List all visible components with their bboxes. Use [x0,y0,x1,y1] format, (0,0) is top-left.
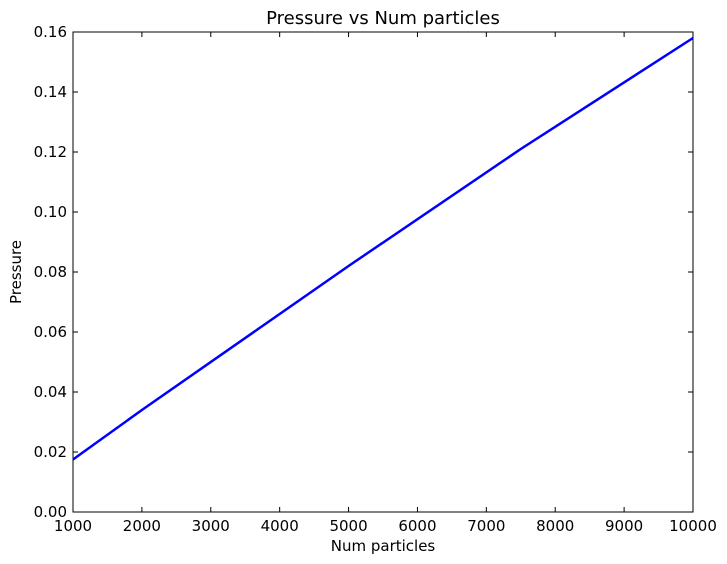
x-tick-label: 9000 [605,517,643,535]
x-tick-label: 2000 [123,517,161,535]
chart-title: Pressure vs Num particles [266,8,500,29]
y-tick-label: 0.12 [34,143,67,161]
x-tick-label: 8000 [536,517,574,535]
x-tick-label: 3000 [192,517,230,535]
y-tick-label: 0.04 [34,383,67,401]
series-layer [72,36,694,461]
y-tick-label: 0.10 [34,203,67,221]
y-tick-label: 0.06 [34,323,67,341]
x-axis-ticks: 1000 2000 3000 4000 5000 6000 7000 8000 9000 1000… [54,32,717,535]
plot-area-frame [72,31,694,513]
x-tick-label: 4000 [261,517,299,535]
x-tick-label: 6000 [398,517,436,535]
x-tick-label: 5000 [329,517,367,535]
x-tick-label: 1000 [54,517,92,535]
y-tick-label: 0.08 [34,263,67,281]
y-tick-label: 0.16 [34,23,67,41]
y-axis-label: Pressure [7,240,25,304]
x-axis-label: Num particles [331,537,436,555]
y-axis-ticks: 0.00 0.02 0.04 0.06 0.08 0.10 0.12 0.14 0.16 [34,23,693,521]
y-tick-label: 0.14 [34,83,67,101]
series-line [72,36,694,461]
y-tick-label: 0.02 [34,443,67,461]
y-tick-label: 0.00 [34,503,67,521]
x-tick-label: 7000 [467,517,505,535]
x-tick-label: 10000 [669,517,717,535]
